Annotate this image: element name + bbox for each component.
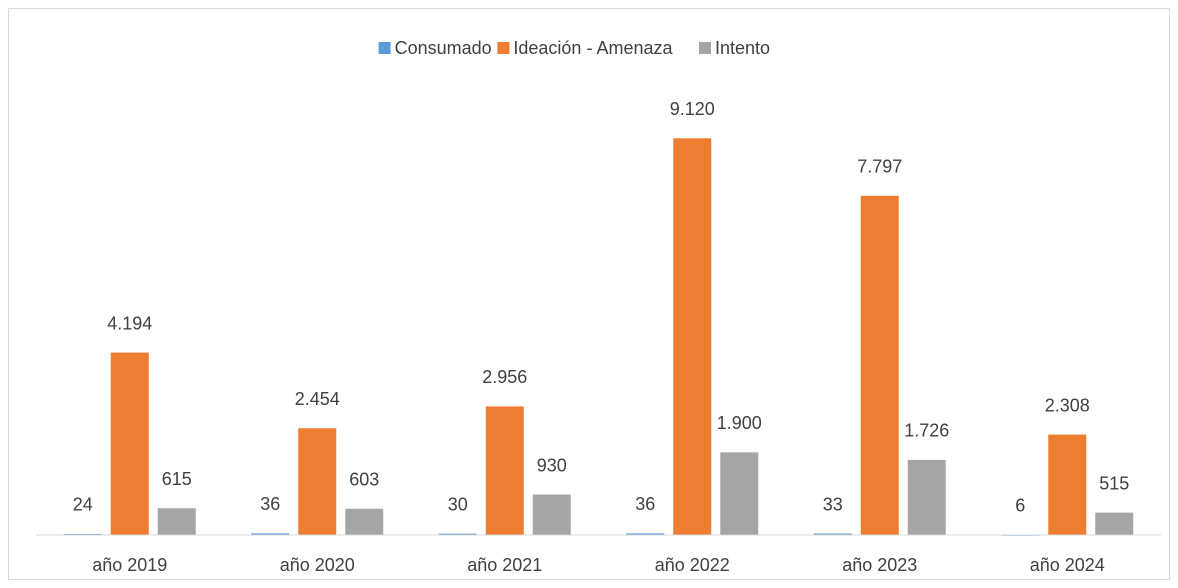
bar	[1095, 512, 1134, 535]
legend-label: Consumado	[395, 38, 492, 58]
legend-label: Ideación - Amenaza	[513, 38, 673, 58]
x-tick-label: año 2022	[655, 555, 730, 575]
x-tick-label: año 2021	[467, 555, 542, 575]
x-tick-label: año 2023	[842, 555, 917, 575]
legend-swatch	[699, 42, 711, 54]
bar	[626, 533, 665, 535]
x-tick-label: año 2020	[280, 555, 355, 575]
legend-swatch	[497, 42, 510, 54]
data-label: 7.797	[857, 157, 902, 177]
legend-swatch	[378, 42, 391, 54]
data-label: 33	[823, 494, 843, 514]
bar	[813, 533, 852, 535]
bar	[110, 352, 149, 535]
data-label: 1.900	[717, 413, 762, 433]
bar	[63, 533, 102, 535]
bar	[298, 428, 337, 535]
bar	[860, 195, 899, 535]
data-label: 36	[260, 494, 280, 514]
bar	[720, 452, 759, 535]
data-label: 930	[537, 455, 567, 475]
data-label: 1.726	[904, 421, 949, 441]
data-label: 9.120	[670, 99, 715, 119]
bar	[673, 138, 712, 535]
data-label: 24	[73, 495, 93, 515]
data-label: 36	[635, 494, 655, 514]
bar	[1048, 434, 1087, 535]
bar	[438, 533, 477, 535]
bar	[485, 406, 524, 535]
bar	[532, 494, 571, 535]
data-label: 515	[1099, 473, 1129, 493]
chart-frame	[8, 8, 1170, 580]
data-label: 30	[448, 494, 468, 514]
data-label: 2.308	[1045, 395, 1090, 415]
bar	[251, 533, 290, 535]
data-label: 2.956	[482, 367, 527, 387]
data-label: 603	[349, 470, 379, 490]
data-label: 615	[162, 469, 192, 489]
data-label: 6	[1015, 495, 1025, 515]
bar	[157, 508, 196, 535]
x-tick-label: año 2019	[92, 555, 167, 575]
x-tick-label: año 2024	[1030, 555, 1105, 575]
bar	[345, 508, 384, 535]
legend-label: Intento	[715, 38, 770, 58]
bar	[907, 459, 946, 535]
data-label: 4.194	[107, 313, 152, 333]
data-label: 2.454	[295, 389, 340, 409]
